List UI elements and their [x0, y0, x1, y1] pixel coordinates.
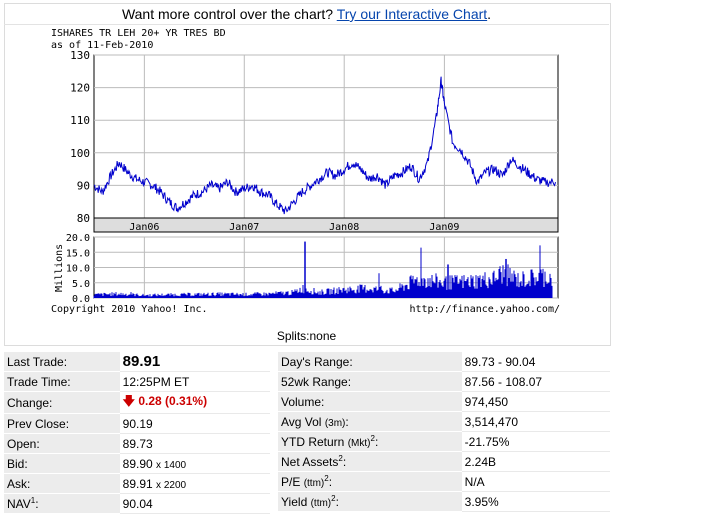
price-tick-label: 100: [70, 147, 90, 160]
row-qualifier: (ttm): [303, 478, 325, 489]
chart-date: as of 11-Feb-2010: [51, 40, 153, 51]
trade-time-row: Trade Time: 12:25PM ET: [4, 371, 270, 392]
footnote-marker: 1: [30, 496, 36, 505]
row-label: NAV: [7, 497, 31, 511]
quote-summary-left: Last Trade: 89.91 Trade Time: 12:25PM ET…: [4, 352, 270, 514]
row-qualifier: (ttm): [310, 498, 332, 509]
row-label: Open:: [4, 433, 120, 454]
days-range-row: Day's Range: 89.73 - 90.04: [278, 352, 610, 372]
last-trade-row: Last Trade: 89.91: [4, 352, 270, 372]
volume-value: 974,450: [461, 391, 610, 412]
bid-row: Bid: 89.90 x 1400: [4, 453, 270, 474]
price-panel: [93, 54, 559, 219]
volume-tick-label: 10.0: [66, 264, 90, 275]
nav-row: NAV1: 90.04: [4, 493, 270, 514]
52wk-range-row: 52wk Range: 87.56 - 108.07: [278, 371, 610, 392]
price-tick-label: 110: [70, 114, 90, 127]
ytd-return-value: -21.75%: [461, 431, 610, 452]
down-arrow-icon: 🡇: [122, 394, 136, 408]
row-label: Ask:: [4, 473, 120, 494]
date-tick-label: Jan06: [129, 222, 159, 233]
row-label: Net Assets: [281, 455, 339, 469]
splits-info: Splits:none: [276, 329, 337, 343]
net-assets-value: 2.24B: [461, 451, 610, 472]
interactive-chart-link[interactable]: Try our Interactive Chart: [336, 6, 488, 22]
net-assets-row: Net Assets2: 2.24B: [278, 451, 610, 472]
volume-tick-label: 20.0: [66, 233, 90, 244]
pe-row: P/E (ttm)2: N/A: [278, 471, 610, 492]
row-label: 52wk Range:: [278, 371, 462, 392]
price-tick-label: 130: [70, 49, 90, 62]
52wk-range-value: 87.56 - 108.07: [461, 371, 610, 392]
quote-summary-right: Day's Range: 89.73 - 90.04 52wk Range: 8…: [278, 352, 610, 512]
row-label: Trade Time:: [4, 371, 120, 392]
ask-size: x 2200: [156, 479, 187, 491]
avg-vol-value: 3,514,470: [461, 411, 610, 432]
row-qualifier: (Mkt): [347, 438, 371, 449]
last-trade-value: 89.91: [119, 352, 270, 372]
interactive-chart-promo: Want more control over the chart? Try ou…: [121, 6, 492, 22]
row-qualifier: (3m): [324, 417, 346, 429]
pe-value: N/A: [461, 471, 610, 492]
chart-title: ISHARES TR LEH 20+ YR TRES BD: [51, 28, 226, 39]
days-range-value: 89.73 - 90.04: [461, 352, 610, 372]
ask-row: Ask: 89.91 x 2200: [4, 473, 270, 494]
footnote-marker: 2: [331, 494, 336, 503]
bid-size: x 1400: [156, 459, 187, 471]
chart-source-url: http://finance.yahoo.com/: [409, 304, 560, 315]
footnote-marker: 2: [338, 454, 343, 463]
date-axis-strip: [93, 217, 559, 233]
price-y-axis: 80 90 100 110 120 130: [70, 49, 90, 225]
row-label: YTD Return: [281, 435, 345, 449]
nav-value: 90.04: [119, 493, 270, 514]
prev-close-row: Prev Close: 90.19: [4, 413, 270, 434]
promo-text: Want more control over the chart?: [121, 6, 334, 22]
footnote-marker: 2: [370, 434, 375, 443]
avg-vol-row: Avg Vol (3m): 3,514,470: [278, 411, 610, 432]
open-value: 89.73: [119, 433, 270, 454]
chart-frame: [4, 3, 611, 346]
open-row: Open: 89.73: [4, 433, 270, 454]
yield-row: Yield (ttm)2: 3.95%: [278, 491, 610, 512]
promo-divider: [4, 24, 609, 25]
change-value: 0.28 (0.31%): [138, 394, 208, 408]
row-label: Yield: [281, 495, 308, 509]
volume-tick-label: 5.0: [72, 279, 90, 290]
volume-y-axis: 0.0 5.0 10.0 15.0 20.0: [66, 233, 90, 305]
row-label: Change:: [4, 391, 120, 414]
volume-row: Volume: 974,450: [278, 391, 610, 412]
row-label: Avg Vol: [281, 414, 322, 429]
row-label: P/E: [281, 475, 301, 489]
volume-tick-label: 0.0: [72, 294, 90, 305]
volume-tick-label: 15.0: [66, 248, 90, 259]
chart-copyright: Copyright 2010 Yahoo! Inc.: [51, 304, 208, 315]
date-axis: Jan06 Jan07 Jan08 Jan09: [129, 222, 459, 233]
price-tick-label: 80: [77, 212, 90, 225]
price-tick-label: 120: [70, 82, 90, 95]
change-row: Change: 🡇 0.28 (0.31%): [4, 391, 270, 414]
date-tick-label: Jan08: [329, 222, 359, 233]
row-label: Prev Close:: [4, 413, 120, 434]
footnote-marker: 2: [324, 474, 329, 483]
date-tick-label: Jan07: [229, 222, 259, 233]
trade-time-value: 12:25PM ET: [119, 371, 270, 392]
price-tick-label: 90: [77, 179, 90, 192]
row-label: Bid:: [4, 453, 120, 474]
bid-value: 89.90: [122, 456, 153, 471]
volume-axis-label: Millions: [54, 244, 65, 292]
volume-bars: [93, 241, 553, 298]
ytd-return-row: YTD Return (Mkt)2: -21.75%: [278, 431, 610, 452]
row-label: Day's Range:: [278, 352, 462, 372]
date-tick-label: Jan09: [429, 222, 459, 233]
yield-value: 3.95%: [461, 491, 610, 512]
price-series-line: [93, 76, 556, 215]
row-label: Last Trade:: [4, 352, 120, 372]
ask-value: 89.91: [122, 476, 153, 491]
row-label: Volume:: [278, 391, 462, 412]
prev-close-value: 90.19: [119, 413, 270, 434]
